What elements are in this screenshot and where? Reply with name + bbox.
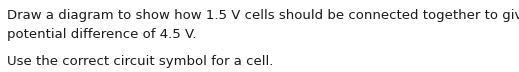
Text: Use the correct circuit symbol for a cell.: Use the correct circuit symbol for a cel…	[7, 55, 273, 68]
Text: Draw a diagram to show how 1.5 V cells should be connected together to give a: Draw a diagram to show how 1.5 V cells s…	[7, 9, 519, 22]
Text: potential difference of 4.5 V.: potential difference of 4.5 V.	[7, 28, 196, 41]
